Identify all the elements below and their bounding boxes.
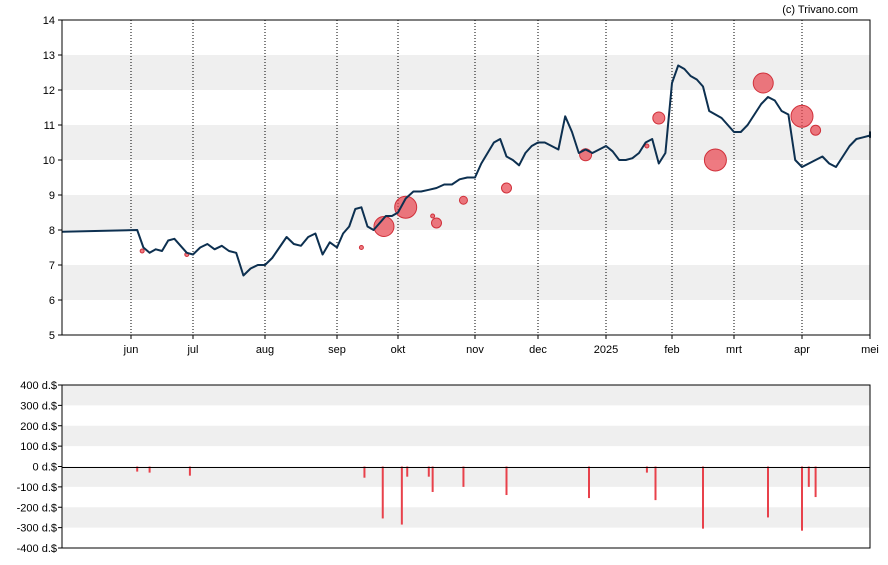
price-band [62,265,870,300]
price-bubble [431,217,442,229]
price-x-tick-label: jun [123,344,139,356]
volume-y-tick-label: 100 d.$ [20,441,57,453]
price-x-axis: jun jul aug sep okt nov dec 2025 feb mrt apr mei [123,335,879,356]
volume-bars [136,466,817,531]
volume-grid-bands [62,385,870,528]
price-x-tick-label: apr [794,344,810,356]
price-x-tick-label: 2025 [594,344,618,356]
price-y-tick-label: 7 [49,260,55,272]
price-x-tick-label: okt [391,344,406,356]
volume-y-tick-label: -300 d.$ [17,523,57,535]
price-bubble [430,213,436,219]
price-y-tick-label: 13 [43,50,55,62]
price-y-tick-label: 14 [43,15,55,27]
price-bubble [358,245,364,250]
volume-band [62,385,870,406]
price-y-tick-label: 5 [49,330,55,342]
price-bubble [703,148,727,172]
volume-y-tick-label: 0 d.$ [33,462,57,474]
price-x-tick-label: feb [664,344,679,356]
price-grid-bands [62,55,870,300]
price-bubble [790,104,814,128]
price-bubble [652,111,666,125]
volume-y-tick-label: 400 d.$ [20,380,57,392]
price-x-tick-label: mrt [726,344,742,356]
price-y-tick-label: 12 [43,85,55,97]
price-y-tick-label: 11 [44,120,55,132]
price-bubbles [139,72,822,257]
volume-plot-frame [61,384,871,549]
price-bubble [644,143,650,149]
price-x-tick-label: sep [328,344,346,356]
price-y-tick-label: 10 [43,155,55,167]
price-y-axis: 5 6 7 8 9 10 11 12 13 14 [43,15,62,342]
price-series-line [61,64,871,277]
price-y-tick-label: 9 [49,190,55,202]
volume-y-tick-label: 300 d.$ [20,400,57,412]
credit-text: (c) Trivano.com [782,4,858,16]
price-plot-frame [61,19,871,336]
volume-y-tick-label: -400 d.$ [17,543,57,555]
volume-y-tick-label: -200 d.$ [17,502,57,514]
price-x-tick-label: aug [256,344,274,356]
volume-band [62,507,870,528]
price-x-tick-label: dec [529,344,547,356]
price-x-tick-label: mei [861,344,879,356]
price-bubble [394,195,418,219]
price-bubble [373,216,395,237]
price-y-tick-label: 6 [49,295,55,307]
price-bubble [810,124,822,136]
price-bubble [501,182,512,194]
price-y-tick-label: 8 [49,225,55,237]
price-band [62,125,870,160]
volume-y-tick-label: -100 d.$ [17,482,57,494]
volume-y-tick-label: 200 d.$ [20,421,57,433]
price-x-tick-label: jul [186,344,198,356]
volume-y-axis: 400 d.$ 300 d.$ 200 d.$ 100 d.$ 0 d.$ -100 d.… [17,380,62,555]
volume-band [62,425,870,447]
price-bubble [752,72,774,94]
volume-band [62,466,870,487]
price-x-tick-label: nov [466,344,484,356]
price-bubble [139,248,145,254]
price-bubble [458,195,468,205]
price-band [62,55,870,90]
